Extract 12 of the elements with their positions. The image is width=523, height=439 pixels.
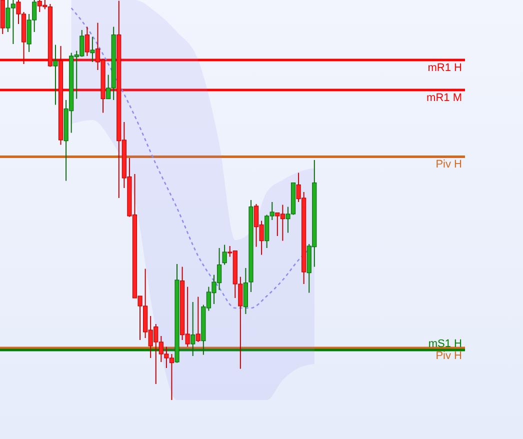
- candlestick: [190, 302, 196, 356]
- ref-line-label: mR1 H: [428, 62, 462, 74]
- candlestick: [53, 44, 58, 106]
- candlestick: [84, 26, 90, 56]
- ref-line-label: Piv H: [436, 158, 462, 171]
- ref-line-label: mR1 M: [426, 92, 462, 104]
- ref-line-label: mS1 H: [428, 338, 462, 350]
- candlestick: [243, 268, 248, 314]
- candlestick: [90, 36, 95, 62]
- ref-line-label: Piv H: [436, 350, 462, 362]
- candlestick: [222, 244, 227, 266]
- candlestick: [196, 296, 200, 342]
